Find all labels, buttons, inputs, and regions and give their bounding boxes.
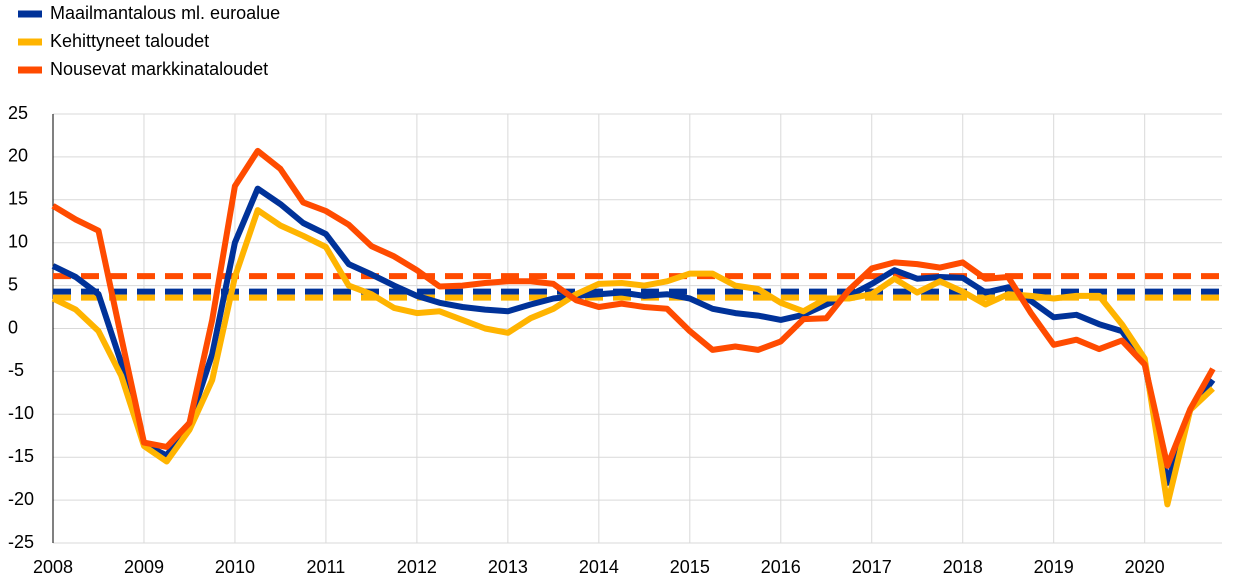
x-tick-label: 2018 xyxy=(943,557,983,577)
legend-label: Maailmantalous ml. euroalue xyxy=(50,3,280,23)
y-tick-label: -15 xyxy=(8,446,34,466)
legend-label: Kehittyneet taloudet xyxy=(50,31,209,51)
x-tick-label: 2014 xyxy=(579,557,619,577)
y-tick-label: -25 xyxy=(8,532,34,552)
x-tick-label: 2019 xyxy=(1034,557,1074,577)
y-tick-label: 20 xyxy=(8,146,28,166)
x-tick-label: 2016 xyxy=(761,557,801,577)
x-tick-label: 2010 xyxy=(215,557,255,577)
y-tick-label: -10 xyxy=(8,403,34,423)
y-tick-label: -5 xyxy=(8,360,24,380)
y-tick-label: 25 xyxy=(8,103,28,123)
x-tick-label: 2020 xyxy=(1125,557,1165,577)
x-tick-label: 2012 xyxy=(397,557,437,577)
x-tick-label: 2017 xyxy=(852,557,892,577)
series-line xyxy=(51,207,1215,508)
x-tick-label: 2008 xyxy=(33,557,73,577)
x-tick-label: 2015 xyxy=(670,557,710,577)
legend-label: Nousevat markkinataloudet xyxy=(50,59,268,79)
x-tick-label: 2013 xyxy=(488,557,528,577)
y-tick-label: 15 xyxy=(8,189,28,209)
y-tick-label: 0 xyxy=(8,317,18,337)
y-tick-label: 5 xyxy=(8,274,18,294)
series-line xyxy=(51,147,1216,469)
y-tick-label: -20 xyxy=(8,489,34,509)
x-tick-label: 2009 xyxy=(124,557,164,577)
x-tick-label: 2011 xyxy=(307,557,346,577)
y-tick-label: 10 xyxy=(8,231,28,251)
